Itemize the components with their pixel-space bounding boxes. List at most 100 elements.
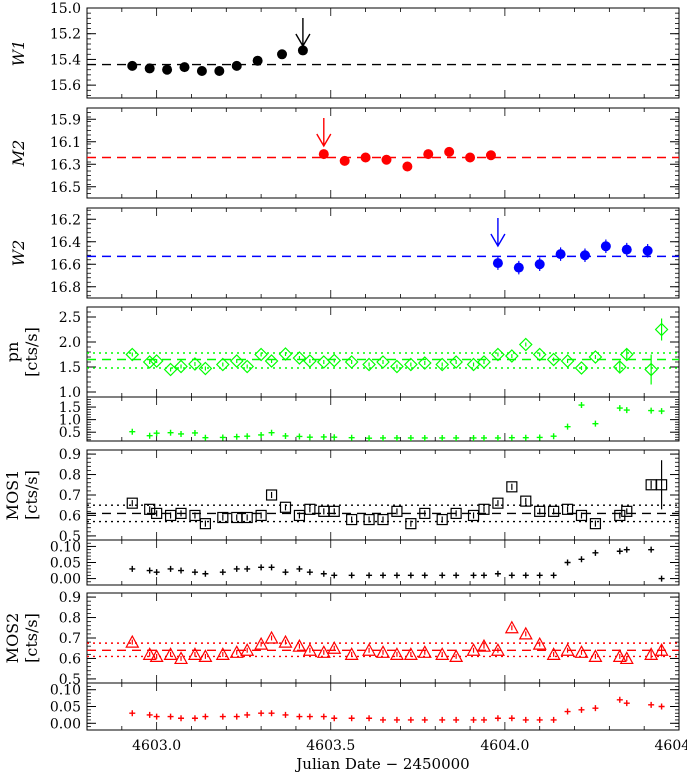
data-point-mos1	[391, 505, 403, 517]
data-point-mos1-bg	[268, 564, 275, 571]
data-point-mos1-bg	[129, 565, 136, 572]
data-point-w1	[196, 66, 207, 76]
data-point-m2	[381, 154, 392, 165]
pn-y-label: pn	[3, 342, 22, 363]
data-point-pn	[327, 353, 342, 368]
data-point-pn-bg	[421, 434, 428, 441]
data-point-pn	[376, 355, 390, 369]
data-point-pn	[229, 354, 244, 368]
data-point-pn	[215, 357, 230, 372]
data-point-mos2	[187, 647, 202, 660]
data-point-mos1	[506, 481, 518, 493]
pn-bg-frame	[86, 396, 680, 442]
data-point-mos2-bg	[522, 716, 529, 723]
mos1-y-label: [cts/s]	[22, 470, 41, 520]
data-point-mos1-bg	[623, 546, 630, 553]
data-point-mos2	[125, 634, 140, 648]
x-axis-label: Julian Date − 2450000	[294, 755, 469, 773]
data-point-mos1	[520, 495, 532, 507]
data-point-mos1-bg	[564, 559, 571, 566]
data-point-m2	[360, 152, 371, 163]
pn-frame	[86, 306, 680, 398]
data-point-mos2	[163, 647, 178, 660]
w1-arrow	[295, 18, 311, 48]
data-point-pn-bg	[393, 434, 400, 441]
data-point-mos2-bg	[658, 703, 665, 710]
data-point-mos1	[614, 509, 626, 522]
data-point-mos1-bg	[167, 565, 174, 572]
data-point-mos2-bg	[282, 711, 289, 718]
data-point-mos1	[217, 511, 229, 524]
data-point-mos2	[435, 647, 450, 660]
mos2-y-tick-label: 0.6	[59, 651, 81, 667]
data-point-m2	[465, 152, 476, 163]
pn-y-label: [cts/s]	[22, 327, 41, 377]
data-point-w1	[214, 66, 225, 76]
data-point-mos2	[490, 643, 505, 656]
data-point-m2	[485, 150, 496, 161]
data-point-mos2	[417, 645, 432, 658]
data-point-pn-bg	[348, 434, 355, 441]
data-point-w1	[162, 64, 173, 75]
data-point-mos2-bg	[178, 715, 185, 722]
data-point-pn	[588, 350, 603, 364]
data-point-w1	[297, 45, 308, 56]
data-point-pn-bg	[623, 407, 630, 414]
m2-frame	[86, 107, 680, 199]
data-point-pn-bg	[146, 432, 153, 439]
data-point-mos1-bg	[191, 569, 198, 576]
data-point-mos2-bg	[191, 715, 198, 722]
data-point-mos2	[644, 647, 659, 660]
mos1-y-tick-label: 0.5	[59, 529, 81, 545]
data-point-mos2-bg	[233, 713, 240, 720]
data-point-mos2	[215, 647, 230, 660]
data-point-pn	[404, 357, 418, 372]
data-point-w1	[231, 60, 242, 71]
data-point-w1	[127, 60, 138, 71]
data-point-mos2	[149, 649, 164, 663]
data-point-mos2	[302, 643, 317, 656]
w1-y-tick-label: 15.0	[50, 1, 81, 17]
data-point-mos2-bg	[616, 696, 623, 703]
data-point-pn	[198, 361, 213, 376]
w1-y-tick-label: 15.4	[50, 52, 81, 68]
data-point-pn	[477, 355, 491, 369]
data-point-w2	[579, 250, 590, 261]
m2-y-tick-label: 16.1	[50, 135, 81, 151]
data-point-pn-bg	[129, 428, 136, 435]
data-point-mos1-bg	[616, 548, 623, 555]
data-point-pn-bg	[178, 430, 185, 437]
data-point-m2	[444, 146, 455, 157]
data-point-pn-bg	[550, 433, 557, 440]
data-point-mos2	[198, 649, 213, 663]
data-point-pn	[560, 354, 575, 368]
data-point-mos2-bg	[296, 713, 303, 720]
data-point-mos2-bg	[331, 715, 338, 722]
x-tick-label: 4604.5	[655, 738, 687, 754]
data-point-mos1-bg	[366, 572, 373, 579]
data-point-w2	[621, 244, 632, 255]
data-point-mos2	[375, 645, 391, 658]
data-point-mos1	[265, 489, 278, 501]
data-point-pn	[654, 322, 669, 337]
data-point-mos1-bg	[146, 567, 153, 574]
data-point-pn-bg	[320, 433, 327, 440]
mos1-y-tick-label: 0.8	[59, 468, 81, 484]
m2-y-tick-label: 15.9	[50, 112, 81, 128]
data-point-pn	[417, 356, 432, 370]
data-point-pn-bg	[233, 433, 240, 440]
mos2-y-label: MOS2	[3, 613, 22, 664]
m2-y-tick-label: 16.3	[50, 157, 81, 173]
data-point-pn	[518, 337, 533, 352]
data-point-m2	[402, 161, 413, 172]
data-point-mos2	[546, 647, 561, 660]
data-point-mos2	[403, 647, 418, 660]
data-point-pn-bg	[494, 434, 501, 441]
data-point-pn	[466, 357, 481, 372]
data-point-pn-bg	[219, 434, 226, 441]
data-point-mos2-bg	[623, 700, 630, 707]
data-point-mos1	[255, 509, 267, 522]
data-point-w2	[492, 258, 503, 269]
data-point-mos2	[504, 620, 519, 634]
